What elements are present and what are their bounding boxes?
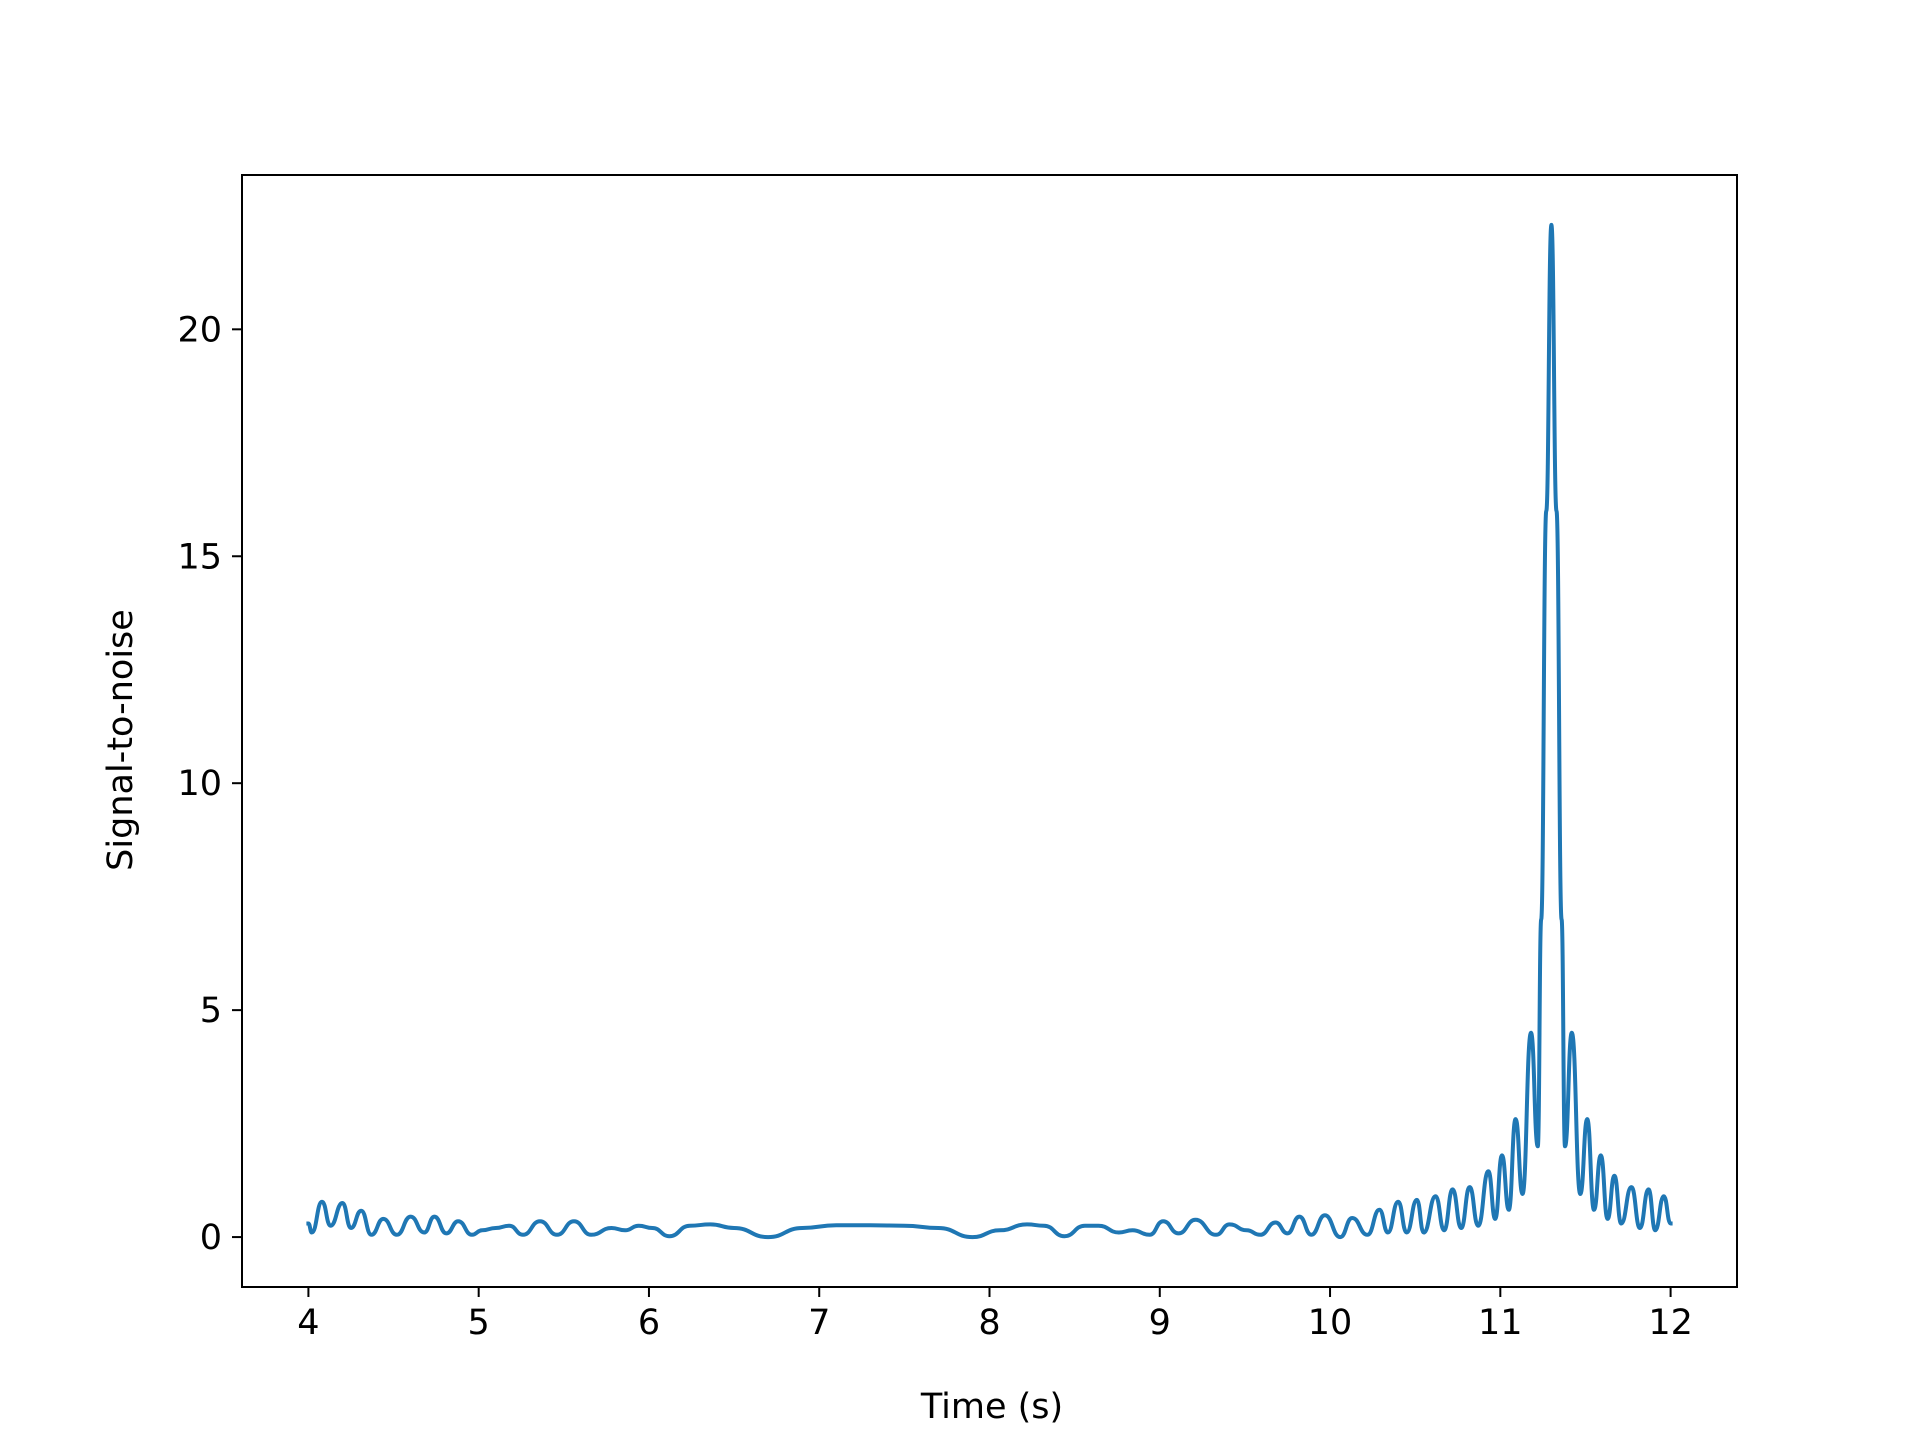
y-tick-label: 10 <box>177 764 222 804</box>
x-tick-label: 7 <box>808 1303 830 1343</box>
y-tick-label: 0 <box>200 1218 222 1258</box>
x-axis-label: Time (s) <box>920 1387 1063 1427</box>
y-axis-label: Signal-to-noise <box>101 609 141 871</box>
x-tick-label: 5 <box>468 1303 490 1343</box>
x-tick-label: 6 <box>638 1303 660 1343</box>
plot-area-frame <box>241 174 1738 1288</box>
series-line <box>306 222 1673 1240</box>
x-tick-label: 4 <box>297 1303 319 1343</box>
x-tick-label: 8 <box>978 1303 1000 1343</box>
x-tick-label: 9 <box>1149 1303 1171 1343</box>
x-tick-label: 10 <box>1308 1303 1353 1343</box>
y-tick-label: 15 <box>177 537 222 577</box>
x-tick-label: 12 <box>1648 1303 1693 1343</box>
x-axis-ticks: 4 5 6 7 8 9 10 11 12 <box>297 1287 1693 1343</box>
y-tick-label: 5 <box>200 991 222 1031</box>
y-axis-ticks: 0 5 10 15 20 <box>177 310 242 1258</box>
y-tick-label: 20 <box>177 310 222 350</box>
x-tick-label: 11 <box>1478 1303 1523 1343</box>
